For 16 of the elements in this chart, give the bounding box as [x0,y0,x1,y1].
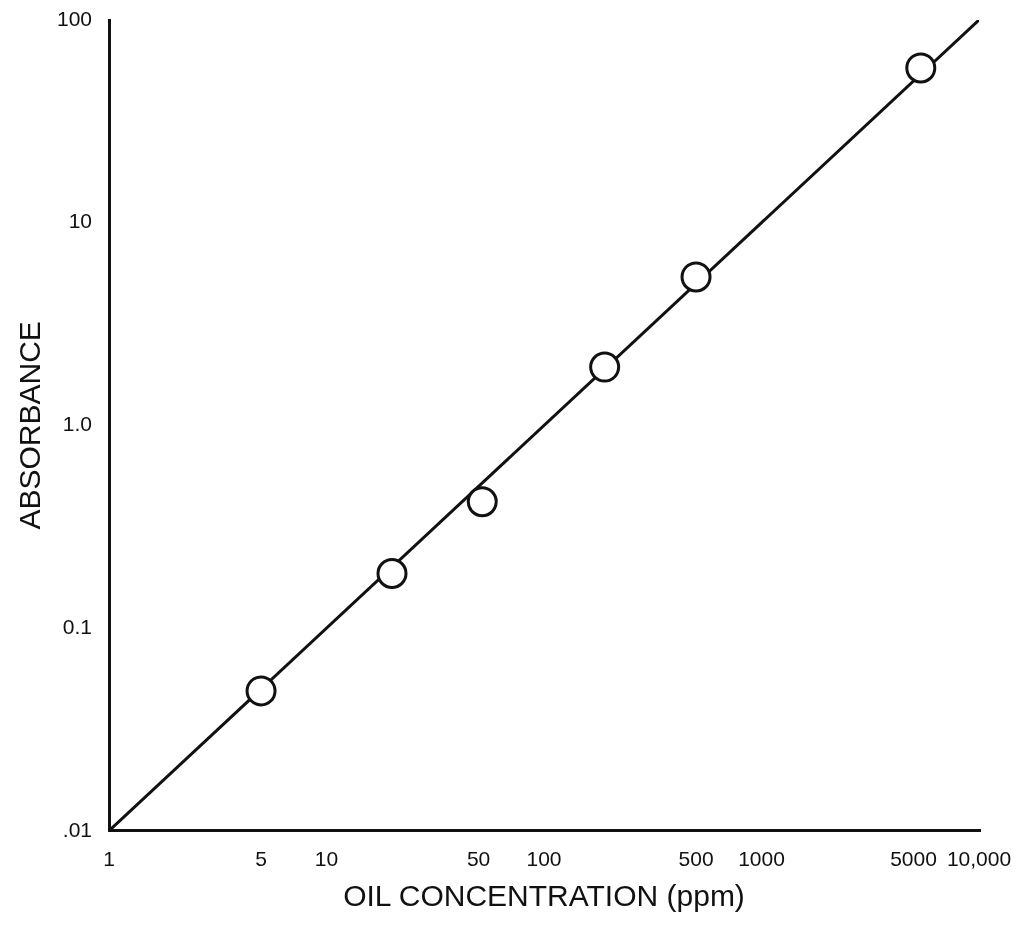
y-tick-label: .01 [62,817,93,841]
x-tick-label: 10,000 [946,847,1012,871]
y-tick-label: 1.0 [62,412,93,436]
x-axis-title: OIL CONCENTRATION (ppm) [343,879,745,913]
x-tick-label: 10 [314,847,339,871]
x-tick-label: 1 [103,847,115,871]
y-tick-label: 100 [56,6,93,30]
y-tick-label: 0.1 [62,614,93,638]
x-tick-label: 5000 [890,847,937,871]
x-tick-label: 5 [255,847,267,871]
y-axis-title: ABSORBANCE [13,321,47,530]
x-tick-label: 50 [466,847,491,871]
y-tick-label: 10 [68,209,93,233]
x-tick-label: 100 [526,847,562,871]
x-tick-label: 500 [678,847,714,871]
x-tick-label: 1000 [738,847,785,871]
